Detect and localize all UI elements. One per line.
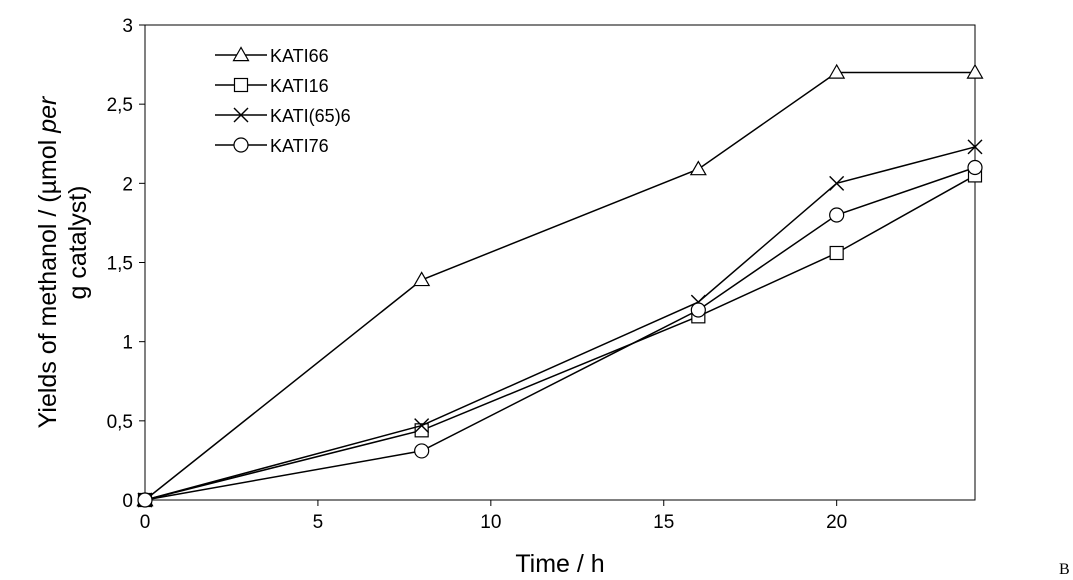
x-tick-label: 5 [313,512,324,533]
x-marker-stroke [829,175,845,191]
y-tick-label: 0 [122,491,133,512]
data-point-kati76 [967,159,983,176]
y-axis-title-line2: g catalyst) [64,186,92,300]
x-tick-label: 15 [653,512,674,533]
data-point-kati76 [137,492,153,508]
y-tick-label: 0,5 [107,412,133,433]
series-kati-65-6 [137,139,983,508]
data-point-legend-kati16 [233,77,249,93]
legend-label: KATI(65)6 [270,106,351,126]
legend-label: KATI66 [270,46,329,66]
series-layer [136,63,984,508]
series-kati76 [137,159,983,508]
y-axis-title-line1-italic: per [34,95,62,134]
series-line-kati76 [144,166,976,501]
y-axis-title-line1: Yields of methanol / (µmol per [34,95,62,428]
axis-ticks: 0 0,5 1 1,5 2 2,5 3 0 5 10 15 20 [107,16,848,533]
plot-area-frame [144,24,976,501]
data-point-kati76 [690,302,706,318]
x-axis-title: Time / h [515,550,604,578]
data-point-kati16 [829,245,844,261]
y-tick-label: 3 [122,16,133,37]
corner-label: B [1059,561,1070,578]
y-tick-label: 2 [122,174,133,195]
data-point-kati-65-6 [967,139,983,155]
data-point-legend-kati66 [232,46,250,62]
legend-entry-kati16: KATI16 [215,76,329,96]
x-marker-stroke [967,139,983,155]
series-line-kati-65-6 [144,146,976,501]
y-axis-title-line1-prefix: Yields of methanol / (µmol [34,133,62,429]
data-point-kati66 [413,271,431,287]
data-point-legend-kati-65-6 [233,107,249,123]
legend: KATI66 KATI16 KATI(65)6 KATI76 [215,46,351,156]
legend-entry-kati-65-6: KATI(65)6 [215,106,351,126]
x-marker-stroke [414,418,430,434]
data-point-kati66 [828,63,846,79]
x-tick-label: 0 [140,512,151,533]
data-point-kati76 [829,207,845,223]
y-tick-label: 1 [122,333,133,354]
data-point-legend-kati76 [233,137,249,153]
data-point-kati66 [689,160,707,176]
legend-entry-kati66: KATI66 [215,46,329,66]
axes [144,24,976,501]
data-point-kati-65-6 [829,175,845,191]
series-kati66 [136,63,984,507]
series-kati16 [137,168,983,508]
legend-label: KATI16 [270,76,329,96]
y-tick-label: 2,5 [107,95,133,116]
legend-entry-kati76: KATI76 [215,136,329,156]
data-point-kati66 [966,63,984,79]
x-tick-label: 20 [826,512,847,533]
data-point-kati76 [414,443,430,459]
x-marker-stroke [233,107,249,123]
data-point-kati-65-6 [414,418,430,434]
legend-label: KATI76 [270,136,329,156]
x-tick-label: 10 [480,512,501,533]
y-tick-label: 1,5 [107,254,133,275]
